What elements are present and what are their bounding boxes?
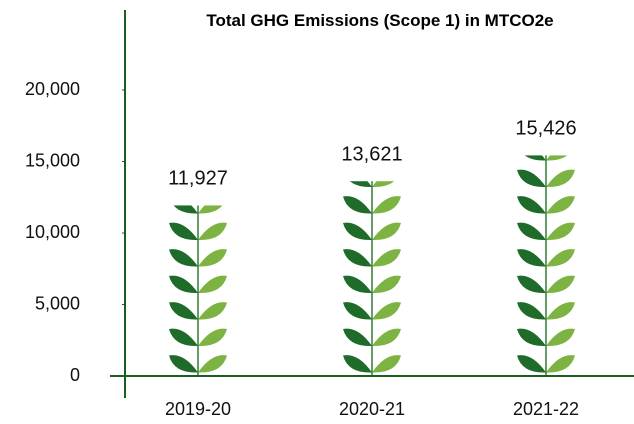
y-tick-label: 5,000	[35, 293, 80, 313]
x-tick-label: 2020-21	[339, 399, 405, 419]
value-label: 13,621	[341, 144, 402, 166]
chart-container: Total GHG Emissions (Scope 1) in MTCO2e …	[0, 0, 634, 424]
chart: 0 5,000 10,000 15,000 20,000 11,927 2019-20 13,…	[0, 0, 634, 424]
y-tick-label: 15,000	[25, 150, 80, 170]
bar	[342, 181, 402, 376]
y-tick-label: 10,000	[25, 222, 80, 242]
x-tick-label: 2021-22	[513, 399, 579, 419]
value-label: 15,426	[515, 118, 576, 140]
y-tick-label: 0	[70, 365, 80, 385]
bar	[168, 205, 228, 376]
bar	[516, 155, 576, 376]
y-tick-label: 20,000	[25, 79, 80, 99]
value-label: 11,927	[168, 168, 228, 190]
x-tick-label: 2019-20	[165, 399, 231, 419]
